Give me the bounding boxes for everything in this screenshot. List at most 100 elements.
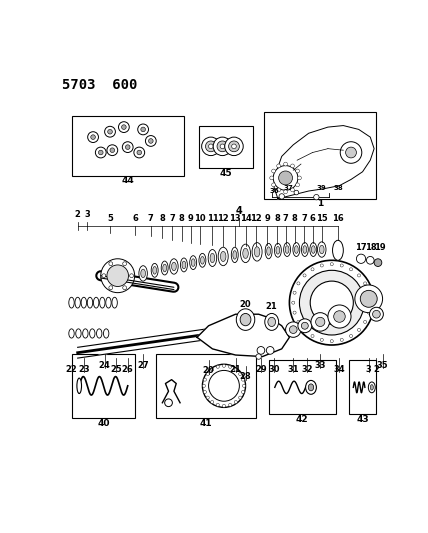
Circle shape	[213, 137, 232, 156]
Ellipse shape	[220, 252, 226, 262]
Circle shape	[367, 311, 371, 314]
Text: 4: 4	[236, 206, 243, 216]
Text: 33: 33	[315, 361, 326, 370]
Text: 27: 27	[137, 361, 149, 370]
Circle shape	[296, 183, 300, 187]
Text: 12: 12	[217, 214, 229, 223]
Circle shape	[277, 164, 281, 168]
Text: 6: 6	[309, 214, 315, 223]
Circle shape	[203, 391, 206, 393]
Text: 31: 31	[288, 365, 299, 374]
Ellipse shape	[268, 317, 276, 327]
Text: 34: 34	[334, 365, 345, 374]
Circle shape	[310, 281, 354, 324]
Ellipse shape	[252, 243, 262, 261]
Circle shape	[300, 270, 364, 335]
Circle shape	[130, 274, 134, 278]
Circle shape	[273, 166, 298, 190]
Circle shape	[303, 328, 306, 332]
Text: 5703  600: 5703 600	[62, 78, 138, 92]
Ellipse shape	[284, 243, 291, 256]
Ellipse shape	[191, 259, 195, 266]
Ellipse shape	[77, 378, 81, 393]
Circle shape	[360, 290, 377, 308]
Circle shape	[137, 150, 142, 155]
Text: 35: 35	[377, 361, 388, 370]
Ellipse shape	[87, 297, 93, 308]
Text: 42: 42	[296, 415, 309, 424]
Circle shape	[107, 145, 118, 156]
Ellipse shape	[112, 297, 117, 308]
Circle shape	[102, 274, 106, 278]
Ellipse shape	[163, 264, 166, 272]
Circle shape	[373, 310, 380, 318]
Text: 16: 16	[332, 214, 344, 223]
Circle shape	[256, 354, 262, 359]
Text: 36: 36	[269, 188, 279, 195]
Text: 18: 18	[365, 243, 377, 252]
Circle shape	[88, 132, 98, 142]
Circle shape	[203, 378, 206, 381]
Ellipse shape	[293, 243, 300, 256]
Circle shape	[374, 259, 382, 266]
Ellipse shape	[369, 382, 375, 393]
Circle shape	[298, 319, 312, 333]
Circle shape	[229, 403, 232, 406]
Ellipse shape	[265, 313, 279, 330]
Circle shape	[291, 164, 294, 168]
Ellipse shape	[208, 249, 217, 266]
Ellipse shape	[267, 247, 270, 255]
Ellipse shape	[75, 297, 80, 308]
Circle shape	[297, 176, 301, 180]
Text: 32: 32	[301, 365, 313, 374]
Circle shape	[293, 291, 296, 294]
Ellipse shape	[190, 256, 196, 270]
Circle shape	[208, 370, 239, 401]
Circle shape	[340, 338, 343, 342]
Circle shape	[98, 150, 103, 155]
Ellipse shape	[69, 329, 74, 338]
Circle shape	[340, 264, 343, 267]
Text: 2: 2	[374, 365, 379, 374]
Circle shape	[205, 141, 216, 152]
Ellipse shape	[333, 240, 343, 260]
Circle shape	[242, 384, 246, 387]
Circle shape	[334, 311, 345, 322]
Text: 30: 30	[268, 365, 280, 374]
Text: 6: 6	[133, 214, 138, 223]
Text: 44: 44	[122, 176, 134, 185]
Circle shape	[232, 144, 236, 149]
Circle shape	[350, 268, 353, 271]
Circle shape	[223, 364, 226, 367]
Circle shape	[206, 373, 209, 376]
Circle shape	[285, 322, 301, 337]
Text: 3: 3	[84, 209, 90, 219]
Text: 7: 7	[148, 214, 154, 223]
Circle shape	[289, 260, 374, 345]
Text: 20: 20	[203, 366, 214, 375]
Circle shape	[284, 162, 288, 166]
Ellipse shape	[69, 297, 74, 308]
Ellipse shape	[254, 247, 260, 257]
Ellipse shape	[141, 269, 146, 278]
Circle shape	[229, 365, 232, 368]
Text: 38: 38	[333, 185, 343, 191]
Circle shape	[301, 322, 308, 329]
Ellipse shape	[303, 246, 307, 253]
Text: 20: 20	[240, 300, 251, 309]
Ellipse shape	[106, 297, 111, 308]
Circle shape	[284, 190, 288, 193]
Circle shape	[330, 263, 333, 265]
Ellipse shape	[274, 244, 281, 257]
Bar	[71, 354, 135, 418]
Ellipse shape	[231, 247, 238, 263]
Ellipse shape	[218, 247, 228, 265]
Text: 7: 7	[301, 214, 307, 223]
Circle shape	[216, 403, 219, 406]
Text: 37: 37	[283, 185, 293, 191]
Circle shape	[239, 373, 242, 376]
Text: 29: 29	[255, 365, 267, 374]
Ellipse shape	[310, 243, 317, 256]
Circle shape	[340, 142, 362, 163]
Ellipse shape	[104, 329, 109, 338]
